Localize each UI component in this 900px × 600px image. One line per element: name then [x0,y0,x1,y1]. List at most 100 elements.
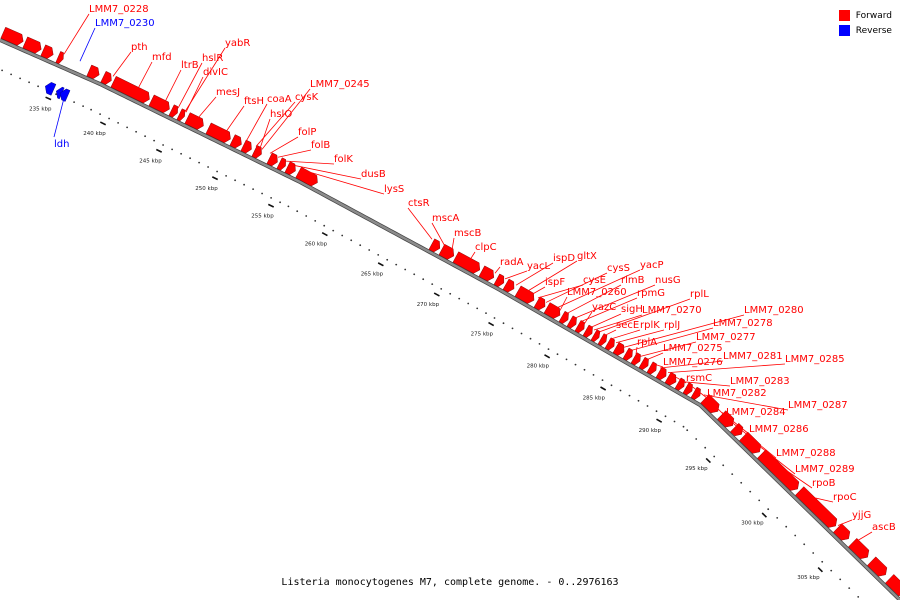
gene-label-rsmc: rsmC [686,373,712,384]
gene-leader-line [531,286,546,295]
scale-dot [108,117,110,120]
forward-gene-arrow [604,337,615,351]
gene-label-nusg: nusG [655,275,681,286]
forward-gene-arrow [867,556,888,577]
scale-dot [502,322,505,325]
tick-label: 275 kbp [471,331,494,337]
scale-dot [857,596,860,598]
gene-leader-line [451,237,455,251]
gene-leader-line [545,272,608,303]
scale-dot [350,239,353,242]
gene-leader-line [651,363,664,368]
gene-label-rpmg: rpmG [637,288,665,299]
tick-label: 285 kbp [583,396,606,402]
gene-label-coaa: coaA [267,94,292,105]
scale-dot [126,126,128,129]
scale-dot [216,170,219,173]
gene-leader-line [63,13,90,55]
forward-gene-arrow [533,296,546,311]
gene-label-ctsr: ctsR [408,198,430,209]
gene-leader-line [494,266,501,274]
gene-label-lmm7-0277: LMM7_0277 [696,332,756,343]
legend-label-forward: Forward [855,10,892,21]
tick-label: 295 kbp [685,466,708,472]
scale-dot [628,394,631,397]
tick-label: 250 kbp [195,186,218,192]
forward-gene-arrow [284,161,296,175]
scale-dot [574,363,577,366]
gene-leader-line [691,386,708,399]
reverse-gene-arrow [60,88,71,102]
scale-dot [305,215,308,217]
scale-dot [413,273,416,276]
gene-label-folk: folK [334,154,353,165]
scale-dot [467,302,470,305]
scale-dot [722,464,725,467]
gene-label-lmm7-0282: LMM7_0282 [707,388,767,399]
gene-leader-line [565,284,622,315]
scale-dot [794,534,797,537]
forward-gene-arrow [590,329,601,342]
tick-label: 255 kbp [251,213,274,219]
legend: Forward Reverse [838,8,892,38]
scale-dot [377,254,380,256]
legend-item-reverse: Reverse [838,23,892,38]
scale-dot [538,343,541,345]
scale-dot [99,113,101,115]
scale-dot [776,517,779,519]
forward-gene-arrow [664,371,677,386]
forward-gene-arrow [100,71,112,85]
forward-gene-arrow [502,278,515,293]
gene-leader-line [721,412,750,435]
gene-label-sigh: sigH [621,304,643,315]
forward-gene-arrow [574,320,585,334]
scale-dot [485,312,487,314]
forward-gene-arrow [514,285,535,304]
forward-gene-arrow [40,44,54,59]
gene-leader-line [711,402,727,418]
scale-dot [619,389,622,392]
gene-leader-line [137,61,153,89]
forward-gene-arrow [148,94,170,113]
gene-leader-line [164,69,182,103]
gene-label-folb: folB [311,140,330,151]
scale-dot [55,93,57,96]
gene-label-rpll: rplL [690,289,709,300]
gene-label-lmm7-0280: LMM7_0280 [744,305,804,316]
scale-dot [279,201,281,204]
scale-dot [704,446,707,449]
gene-leader-line [53,98,65,138]
scale-dot [637,399,640,402]
gene-leader-line [659,360,724,369]
gene-label-rplj: rplJ [664,320,680,331]
gene-label-clpc: clpC [475,242,497,253]
gene-label-hslr: hslR [202,53,223,64]
gene-label-ascb: ascB [872,522,896,533]
scale-dot [601,379,604,381]
gene-label-lyss: lysS [384,184,404,195]
scale-dot [440,288,443,290]
scale-tick [488,321,495,327]
gene-leader-line [261,88,311,150]
scale-dot [323,224,326,227]
gene-label-lmm7-0289: LMM7_0289 [795,464,855,475]
tick-label: 280 kbp [527,364,550,370]
scale-tick [817,567,824,573]
scale-dot [368,249,371,251]
forward-gene-arrow [757,449,800,491]
gene-leader-line [639,341,697,357]
forward-gene-arrow [452,251,481,274]
genome-caption: Listeria monocytogenes M7, complete geno… [281,577,619,588]
scale-dot [646,405,649,407]
gene-label-msca: mscA [432,213,459,224]
gene-label-ltrb: ltrB [181,60,199,71]
gene-label-lmm7-0278: LMM7_0278 [713,318,773,329]
gene-label-lmm7-0285: LMM7_0285 [785,354,845,365]
scale-dot [812,552,815,554]
scale-dot [10,73,13,76]
scale-tick [433,292,440,297]
gene-label-lmm7-0276: LMM7_0276 [663,357,723,368]
scale-dot [749,490,752,493]
gene-leader-line [635,346,638,355]
gene-label-lmm7-0286: LMM7_0286 [749,424,809,435]
